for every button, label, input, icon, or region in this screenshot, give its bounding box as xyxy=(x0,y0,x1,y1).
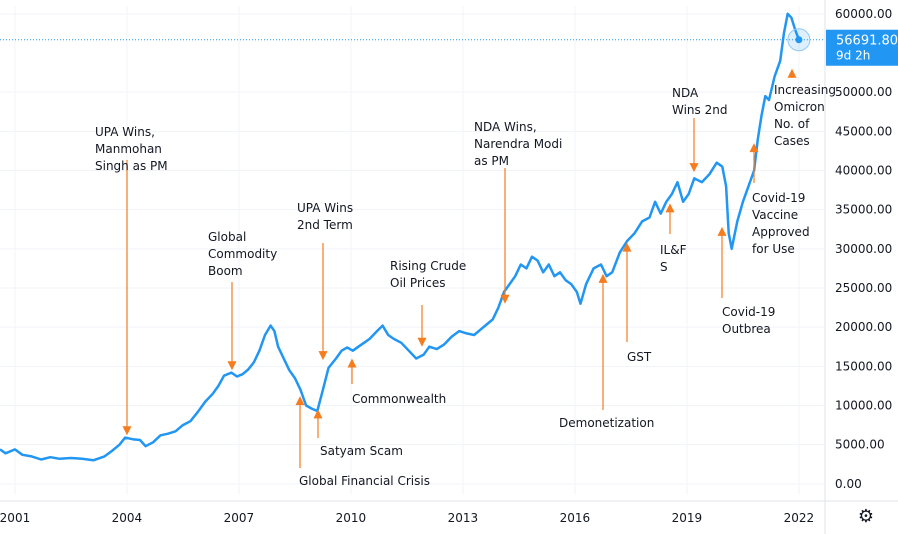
x-tick-label: 2016 xyxy=(560,511,591,525)
annotation: Demonetization xyxy=(559,273,654,430)
annotation: Covid-19 Vaccine Approved for Use xyxy=(749,143,810,256)
annotation-arrow-head xyxy=(622,242,632,252)
annotation-label: Cases xyxy=(774,134,810,148)
y-tick-label: 0.00 xyxy=(835,477,862,491)
x-tick-label: 2001 xyxy=(0,511,30,525)
annotation-label: Approved xyxy=(752,225,810,239)
annotation-label: Manmohan xyxy=(95,142,162,156)
annotation-label: Singh as PM xyxy=(95,159,168,173)
annotation: GST xyxy=(622,242,652,364)
annotation-label: Oil Prices xyxy=(390,276,445,290)
price-badge-countdown: 9d 2h xyxy=(836,49,870,63)
annotation-label: Global xyxy=(208,230,246,244)
grid xyxy=(0,6,825,494)
y-tick-label: 25000.00 xyxy=(835,281,892,295)
annotation-label: IL&F xyxy=(660,243,687,257)
annotation-arrow-head xyxy=(227,361,237,371)
annotation: Covid-19 Outbrea xyxy=(717,226,775,336)
annotation-arrow-head xyxy=(689,163,699,173)
x-tick-label: 2019 xyxy=(672,511,703,525)
annotation-label: NDA xyxy=(672,86,699,100)
annotation-arrow-head xyxy=(318,351,328,361)
gear-icon[interactable]: ⚙ xyxy=(858,506,874,527)
annotation-label: Increasing xyxy=(774,83,836,97)
y-tick-label: 40000.00 xyxy=(835,163,892,177)
annotation-label: Covid-19 xyxy=(752,191,805,205)
annotation: Global Financial Crisis xyxy=(295,396,430,488)
annotation-arrow-head xyxy=(665,203,675,213)
last-point xyxy=(795,36,803,44)
annotation-label: Commonwealth xyxy=(352,392,446,406)
annotation-label: UPA Wins, xyxy=(95,125,155,139)
annotation-label: UPA Wins xyxy=(297,201,353,215)
x-tick-label: 2004 xyxy=(112,511,143,525)
annotation-label: 2nd Term xyxy=(297,218,353,232)
annotation-label: GST xyxy=(627,350,652,364)
annotation: IL&F S xyxy=(660,203,687,274)
annotation-arrow-head xyxy=(122,426,132,436)
annotation-arrow-head xyxy=(598,273,608,283)
annotation: Global Commodity Boom xyxy=(208,230,277,371)
annotation-label: Commodity xyxy=(208,247,277,261)
annotation-label: No. of xyxy=(774,117,810,131)
annotation-arrow-head xyxy=(417,337,427,347)
y-tick-label: 50000.00 xyxy=(835,85,892,99)
annotation-arrow-head xyxy=(717,226,727,236)
annotation-label: S xyxy=(660,260,668,274)
annotations: UPA Wins, Manmohan Singh as PM Global Commod… xyxy=(95,68,836,488)
x-tick-label: 2022 xyxy=(784,511,815,525)
annotation: UPA Wins 2nd Term xyxy=(297,201,353,361)
annotation-label: Wins 2nd xyxy=(672,103,727,117)
annotation-label: Covid-19 xyxy=(722,305,775,319)
annotation-arrow-head xyxy=(313,409,323,419)
annotation-label: as PM xyxy=(474,154,509,168)
annotation: UPA Wins, Manmohan Singh as PM xyxy=(95,125,168,436)
price-badge xyxy=(826,29,898,66)
annotation-label: Boom xyxy=(208,264,243,278)
annotation-arrow-head xyxy=(347,358,357,368)
annotation: Increasing Omicron No. of Cases xyxy=(774,68,836,148)
x-tick-label: 2013 xyxy=(448,511,479,525)
annotation-label: Demonetization xyxy=(559,416,654,430)
annotation-label: for Use xyxy=(752,242,795,256)
y-tick-label: 10000.00 xyxy=(835,398,892,412)
series-line xyxy=(0,12,801,462)
annotation-arrow-head xyxy=(295,396,305,406)
annotation-label: Outbrea xyxy=(722,322,771,336)
y-tick-label: 5000.00 xyxy=(835,438,885,452)
annotation-arrow-head xyxy=(749,143,759,153)
annotation: Satyam Scam xyxy=(313,409,403,458)
y-tick-label: 15000.00 xyxy=(835,359,892,373)
annotation-label: Narendra Modi xyxy=(474,137,562,151)
annotation-label: Omicron xyxy=(774,100,825,114)
annotation-arrow-head xyxy=(500,294,510,304)
y-tick-label: 45000.00 xyxy=(835,124,892,138)
x-tick-label: 2007 xyxy=(224,511,255,525)
price-badge-value: 56691.80 xyxy=(836,34,898,49)
annotation: Rising Crude Oil Prices xyxy=(390,259,466,347)
y-tick-label: 30000.00 xyxy=(835,242,892,256)
annotation: NDA Wins, Narendra Modi as PM xyxy=(474,120,562,304)
annotation-label: Satyam Scam xyxy=(320,444,403,458)
y-tick-label: 20000.00 xyxy=(835,320,892,334)
annotation-arrow-head xyxy=(787,68,797,78)
annotation-label: Rising Crude xyxy=(390,259,466,273)
x-tick-label: 2010 xyxy=(336,511,367,525)
annotation-label: Vaccine xyxy=(752,208,798,222)
annotation-label: Global Financial Crisis xyxy=(299,474,430,488)
y-tick-label: 60000.00 xyxy=(835,7,892,21)
annotation-label: NDA Wins, xyxy=(474,120,537,134)
annotation: NDA Wins 2nd xyxy=(672,86,727,173)
annotation: Commonwealth xyxy=(347,358,446,406)
series-layer xyxy=(0,12,801,462)
y-tick-label: 35000.00 xyxy=(835,203,892,217)
